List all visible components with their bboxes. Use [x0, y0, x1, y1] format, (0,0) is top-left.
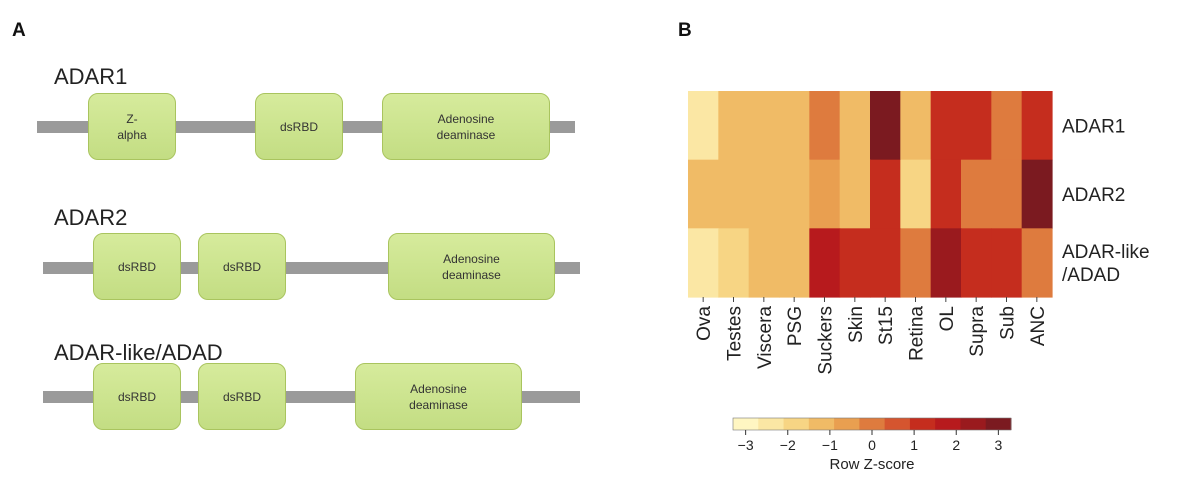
colorbar-segment [834, 418, 860, 430]
colorbar-segment [935, 418, 961, 430]
column-label: Supra [967, 306, 988, 357]
heatmap-cell [870, 91, 901, 161]
heatmap-cell [809, 91, 841, 161]
heatmap-cell [748, 228, 780, 298]
heatmap-cell [961, 91, 992, 161]
domain-adenosine-deaminase: Adenosine deaminase [382, 93, 550, 160]
panel-a-label: A [12, 20, 26, 41]
heatmap-cell [839, 91, 871, 161]
colorbar-segment [985, 418, 1012, 430]
heatmap-cell [809, 228, 841, 298]
heatmap-cell [900, 159, 932, 229]
column-label: Ova [694, 306, 715, 341]
protein-name-adar1: ADAR1 [54, 64, 128, 89]
column-label: PSG [785, 306, 806, 346]
column-label: ANC [1028, 306, 1049, 346]
heatmap-cell [809, 159, 841, 229]
heatmap-cell [1021, 228, 1053, 298]
colorbar-tick-label: 0 [868, 437, 876, 453]
heatmap-cell [1021, 91, 1053, 161]
column-label: Suckers [816, 306, 837, 375]
domain-dsrbd: dsRBD [198, 233, 286, 300]
heatmap-cell [718, 91, 750, 161]
colorbar-segment [960, 418, 987, 430]
heatmap-cell [718, 228, 750, 298]
domain-dsrbd: dsRBD [255, 93, 343, 160]
heatmap-cell [718, 159, 750, 229]
heatmap-cell [688, 159, 719, 229]
colorbar-tick-label: −1 [822, 437, 838, 453]
heatmap-cell [870, 228, 901, 298]
colorbar-title: Row Z-score [829, 456, 914, 473]
column-label: Testes [725, 306, 746, 361]
column-label: Sub [998, 306, 1019, 340]
colorbar-segment [808, 418, 835, 430]
heatmap-cell [961, 228, 992, 298]
heatmap-cell [991, 159, 1023, 229]
heatmap-cell [930, 159, 962, 229]
colorbar-tick-label: −2 [780, 437, 796, 453]
row-label: ADAR-like/ADAD [1062, 242, 1150, 286]
colorbar-segment [733, 418, 759, 430]
colorbar-segment [909, 418, 936, 430]
protein-name-adar-like-adad: ADAR-like/ADAD [54, 340, 223, 365]
heatmap-cell [748, 91, 780, 161]
protein-name-adar2: ADAR2 [54, 205, 128, 230]
row-label: ADAR1 [1062, 116, 1125, 137]
heatmap-cell [870, 159, 901, 229]
heatmap-cell [991, 91, 1023, 161]
domain-dsrbd: dsRBD [93, 363, 181, 430]
heatmap-cell [839, 228, 871, 298]
heatmap-cell [779, 91, 810, 161]
colorbar-tick-label: 1 [910, 437, 918, 453]
domain-dsrbd: dsRBD [198, 363, 286, 430]
colorbar-tick-label: −3 [738, 437, 754, 453]
colorbar-segment [783, 418, 810, 430]
row-label: ADAR2 [1062, 185, 1125, 206]
heatmap-cell [900, 228, 932, 298]
heatmap-cell [779, 159, 810, 229]
heatmap-cell [779, 228, 810, 298]
heatmap-cell [688, 228, 719, 298]
column-label: OL [937, 306, 958, 331]
domain-adenosine-deaminase: Adenosine deaminase [388, 233, 555, 300]
heatmap-cell [839, 159, 871, 229]
heatmap-cell [748, 159, 780, 229]
colorbar-tick-label: 2 [952, 437, 960, 453]
domain-z-alpha: Z- alpha [88, 93, 176, 160]
colorbar-tick-label: 3 [994, 437, 1002, 453]
heatmap-cell [991, 228, 1023, 298]
heatmap-cell [930, 91, 962, 161]
domain-adenosine-deaminase: Adenosine deaminase [355, 363, 522, 430]
column-label: Skin [846, 306, 867, 343]
column-label: St15 [876, 306, 897, 345]
heatmap-cell [930, 228, 962, 298]
column-label: Retina [907, 306, 928, 361]
heatmap-cell [1021, 159, 1053, 229]
colorbar-segment [859, 418, 886, 430]
heatmap-cell [900, 91, 932, 161]
colorbar-segment [884, 418, 911, 430]
panel-b-label: B [678, 20, 692, 41]
heatmap-cell [688, 91, 719, 161]
column-label: Viscera [755, 306, 776, 369]
colorbar-segment [758, 418, 785, 430]
domain-dsrbd: dsRBD [93, 233, 181, 300]
heatmap-cell [961, 159, 992, 229]
